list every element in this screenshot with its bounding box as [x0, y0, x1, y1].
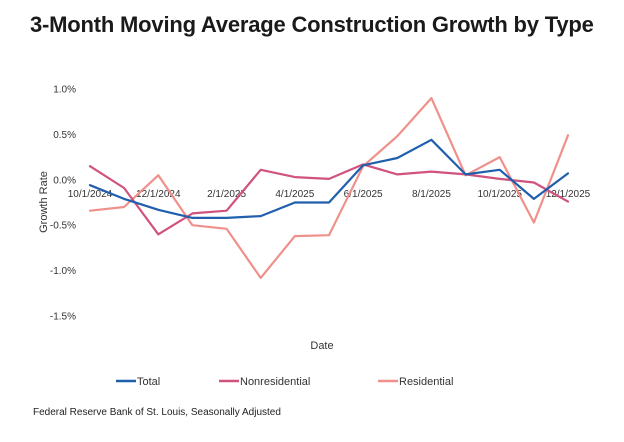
series-lines — [88, 96, 570, 279]
x-tick-label: 10/1/2025 — [477, 189, 522, 200]
x-tick-label: 6/1/2025 — [344, 189, 383, 200]
x-tick-label: 10/1/2024 — [68, 189, 113, 200]
y-tick-label: 0.0% — [53, 175, 76, 186]
legend-label-total: Total — [137, 376, 160, 388]
x-tick-label: 2/1/2025 — [207, 189, 246, 200]
y-tick-label: 0.5% — [53, 130, 76, 141]
series-line-residential — [88, 96, 570, 279]
x-tick-label: 12/1/2024 — [136, 189, 181, 200]
legend-label-nonresidential: Nonresidential — [240, 376, 310, 388]
y-tick-label: -1.0% — [50, 266, 76, 277]
x-tick-label: 8/1/2025 — [412, 189, 451, 200]
legend: Total Nonresidential Residential — [116, 376, 453, 388]
series-line-nonresidential — [88, 163, 570, 236]
x-axis-label: Date — [310, 340, 333, 352]
y-axis-ticks: 1.0% 0.5% 0.0% -0.5% -1.0% -1.5% — [50, 85, 76, 323]
y-tick-label: -0.5% — [50, 221, 76, 232]
y-tick-label: 1.0% — [53, 85, 76, 96]
y-tick-label: -1.5% — [50, 312, 76, 323]
source-note: Federal Reserve Bank of St. Louis, Seaso… — [33, 407, 281, 418]
y-axis-label: Growth Rate — [38, 171, 50, 233]
x-tick-label: 12/1/2025 — [546, 189, 591, 200]
chart-title: 3-Month Moving Average Construction Grow… — [30, 12, 594, 37]
legend-label-residential: Residential — [399, 376, 453, 388]
x-axis-ticks: 10/1/2024 12/1/2024 2/1/2025 4/1/2025 6/1/20… — [68, 189, 591, 200]
series-line-total — [88, 138, 570, 219]
x-tick-label: 4/1/2025 — [275, 189, 314, 200]
